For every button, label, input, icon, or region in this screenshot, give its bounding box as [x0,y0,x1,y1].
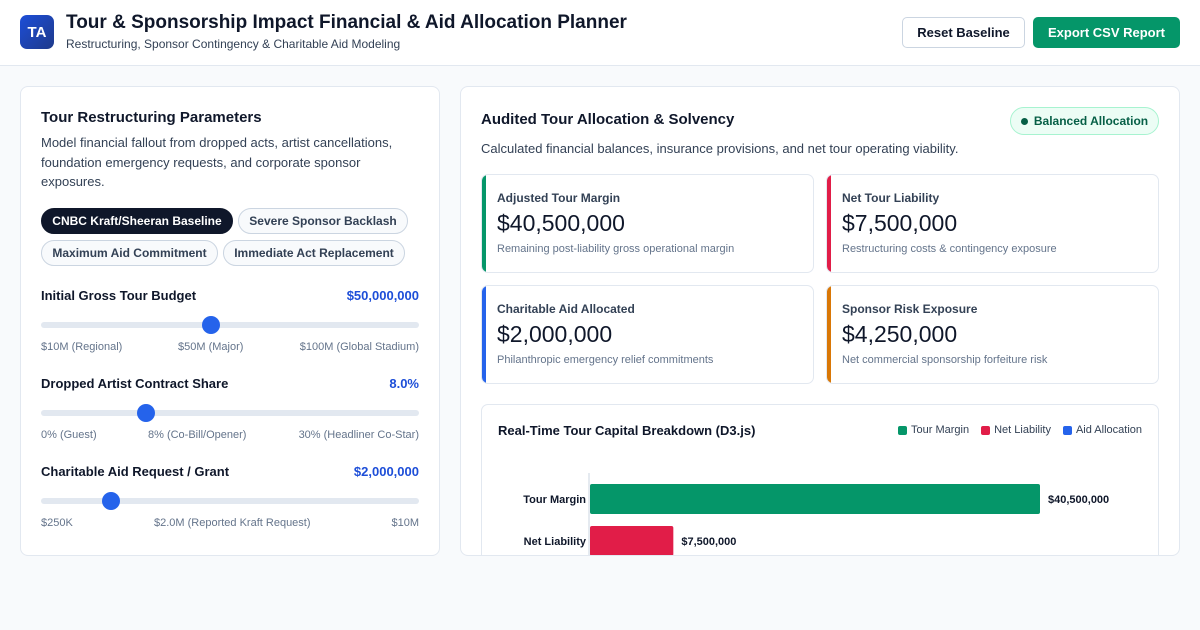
budget-mid-label: $50M (Major) [178,341,244,353]
status-badge: Balanced Allocation [1010,107,1159,135]
status-badge-label: Balanced Allocation [1033,114,1149,128]
card-accent-bar [827,286,831,383]
aid-request-slider-thumb[interactable] [101,492,120,510]
aid-request-min-label: $250K [41,517,73,529]
metric-card-net-liability: Net Tour Liability $7,500,000 Restructur… [826,174,1159,273]
parameters-panel: Tour Restructuring Parameters Model fina… [20,86,440,556]
scenario-chip-baseline[interactable]: CNBC Kraft/Sheeran Baseline [41,208,233,234]
scenario-chip-act-replacement[interactable]: Immediate Act Replacement [223,240,405,266]
app-header: TA Tour & Sponsorship Impact Financial &… [0,0,1200,66]
status-dot-icon [1020,117,1028,125]
legend-item: Tour Margin [898,424,969,436]
aid-request-max-label: $10M [391,517,419,529]
bar-value-label: $40,500,000 [1048,494,1109,506]
dropped-share-max-label: 30% (Headliner Co-Star) [298,429,419,441]
dropped-share-mid-label: 8% (Co-Bill/Opener) [148,429,247,441]
card-value: $40,500,000 [497,210,625,236]
legend-item: Net Liability [981,424,1051,436]
results-description: Calculated financial balances, insurance… [481,141,959,156]
bar-value-label: $7,500,000 [681,536,736,548]
legend-label: Net Liability [994,424,1051,436]
dropped-share-slider-thumb[interactable] [137,404,155,422]
budget-value: $50,000,000 [346,288,419,303]
aid-request-mid-label: $2.0M (Reported Kraft Request) [154,517,311,529]
dropped-share-min-label: 0% (Guest) [41,429,97,441]
legend-label: Tour Margin [911,424,970,436]
app-title: Tour & Sponsorship Impact Financial & Ai… [66,12,627,33]
parameters-title: Tour Restructuring Parameters [41,109,262,126]
chart-title: Real-Time Tour Capital Breakdown (D3.js) [498,423,756,438]
card-value: $2,000,000 [497,321,613,347]
dropped-share-value: 8.0% [389,376,419,391]
card-accent-bar [482,286,486,383]
card-label: Charitable Aid Allocated [497,302,635,316]
chart-legend: Tour Margin Net Liability Aid Allocation [898,424,1142,436]
aid-request-label: Charitable Aid Request / Grant [41,464,230,479]
card-value: $7,500,000 [842,210,958,236]
card-accent-bar [827,175,831,272]
aid-request-slider[interactable] [41,492,419,510]
card-label: Sponsor Risk Exposure [842,302,978,316]
card-label: Net Tour Liability [842,191,940,205]
reset-baseline-button[interactable]: Reset Baseline [902,17,1025,48]
bar-net-liability [590,526,674,555]
dropped-share-slider[interactable] [41,404,419,422]
app-logo: TA [20,15,54,49]
metric-card-tour-margin: Adjusted Tour Margin $40,500,000 Remaini… [481,174,814,273]
card-note: Remaining post-liability gross operation… [497,243,735,255]
card-label: Adjusted Tour Margin [497,191,621,205]
card-note: Philanthropic emergency relief commitmen… [497,354,714,366]
budget-max-label: $100M (Global Stadium) [299,341,419,353]
metric-card-sponsor-risk: Sponsor Risk Exposure $4,250,000 Net com… [826,285,1159,384]
card-note: Restructuring costs & contingency exposu… [842,243,1057,255]
dropped-share-label: Dropped Artist Contract Share [41,376,229,391]
aid-request-value: $2,000,000 [353,464,419,479]
export-csv-button[interactable]: Export CSV Report [1033,17,1180,48]
legend-label: Aid Allocation [1075,424,1142,436]
results-title: Audited Tour Allocation & Solvency [481,111,735,128]
budget-slider[interactable] [41,316,419,334]
legend-swatch-icon [898,425,908,435]
budget-label: Initial Gross Tour Budget [41,288,197,303]
metric-card-charitable-aid: Charitable Aid Allocated $2,000,000 Phil… [481,285,814,384]
legend-swatch-icon [1062,425,1072,435]
parameters-description: Model financial fallout from dropped act… [41,135,393,189]
bar-chart-svg: Tour Margin $40,500,000 Net Liability $7,50… [523,473,1109,555]
scenario-chip-sponsor-backlash[interactable]: Severe Sponsor Backlash [238,208,408,234]
budget-min-label: $10M (Regional) [41,341,123,353]
legend-item: Aid Allocation [1062,424,1142,436]
bar-category-label: Tour Margin [523,494,586,506]
bar-category-label: Net Liability [524,536,587,548]
card-value: $4,250,000 [842,321,958,347]
legend-swatch-icon [981,425,991,435]
capital-breakdown-chart: Real-Time Tour Capital Breakdown (D3.js)… [481,404,1159,555]
scenario-chip-max-aid[interactable]: Maximum Aid Commitment [41,240,218,266]
budget-slider-thumb[interactable] [202,316,221,334]
app-subtitle: Restructuring, Sponsor Contingency & Cha… [66,37,401,51]
card-accent-bar [482,175,486,272]
card-note: Net commercial sponsorship forfeiture ri… [842,354,1048,366]
results-panel: Audited Tour Allocation & Solvency Balan… [460,86,1180,556]
bar-tour-margin [590,484,1040,514]
